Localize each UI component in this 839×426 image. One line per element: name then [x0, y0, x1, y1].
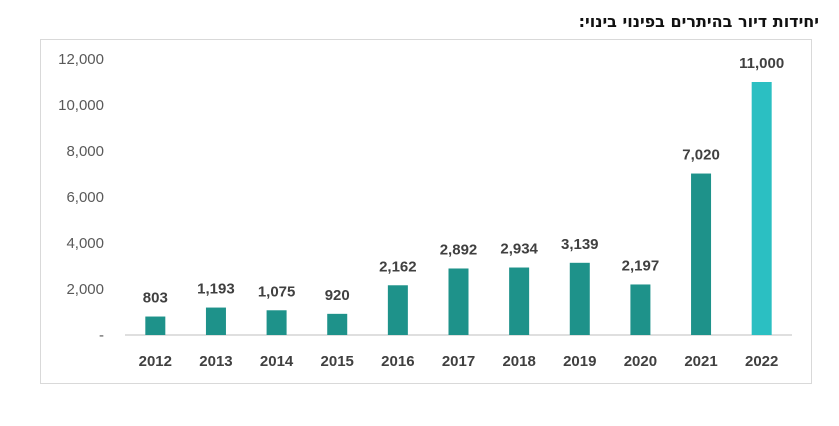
y-tick-label: 6,000: [66, 189, 104, 206]
bar: [569, 262, 590, 335]
data-label: 920: [325, 287, 350, 304]
data-label: 2,934: [500, 241, 538, 258]
data-label: 3,139: [561, 236, 599, 253]
x-tick-label: 2016: [381, 353, 414, 370]
data-label: 11,000: [739, 55, 784, 72]
bar: [509, 267, 530, 335]
x-tick-label: 2012: [139, 353, 172, 370]
x-tick-label: 2022: [745, 353, 778, 370]
y-tick-label: 10,000: [58, 97, 104, 114]
bar: [205, 307, 226, 335]
bar: [145, 316, 166, 335]
y-tick-label: 8,000: [66, 143, 104, 160]
data-label: 2,162: [379, 258, 417, 275]
x-tick-label: 2018: [502, 353, 535, 370]
data-label: 1,193: [197, 281, 235, 298]
chart-frame: [40, 39, 812, 384]
y-tick-label: 4,000: [66, 235, 104, 252]
data-label: 803: [143, 290, 168, 307]
y-tick-label: 2,000: [66, 281, 104, 298]
bar: [266, 310, 287, 335]
y-tick-label: 12,000: [58, 51, 104, 68]
bar: [691, 173, 712, 335]
x-tick-label: 2020: [624, 353, 657, 370]
data-label: 1,075: [258, 283, 296, 300]
x-tick-label: 2021: [684, 353, 717, 370]
bar: [327, 313, 348, 335]
bar: [448, 268, 469, 335]
data-label: 2,892: [440, 241, 478, 258]
x-tick-label: 2015: [321, 353, 354, 370]
x-tick-label: 2017: [442, 353, 475, 370]
x-tick-label: 2013: [199, 353, 232, 370]
bar: [751, 82, 772, 335]
chart-title: יחידות דיור בהיתרים בפינוי בינוי:: [578, 12, 819, 31]
bar: [630, 284, 651, 335]
bar: [387, 285, 408, 335]
data-label: 7,020: [682, 147, 720, 164]
y-tick-label: -: [99, 327, 104, 344]
data-label: 2,197: [622, 257, 660, 274]
x-tick-label: 2014: [260, 353, 294, 370]
x-tick-label: 2019: [563, 353, 596, 370]
